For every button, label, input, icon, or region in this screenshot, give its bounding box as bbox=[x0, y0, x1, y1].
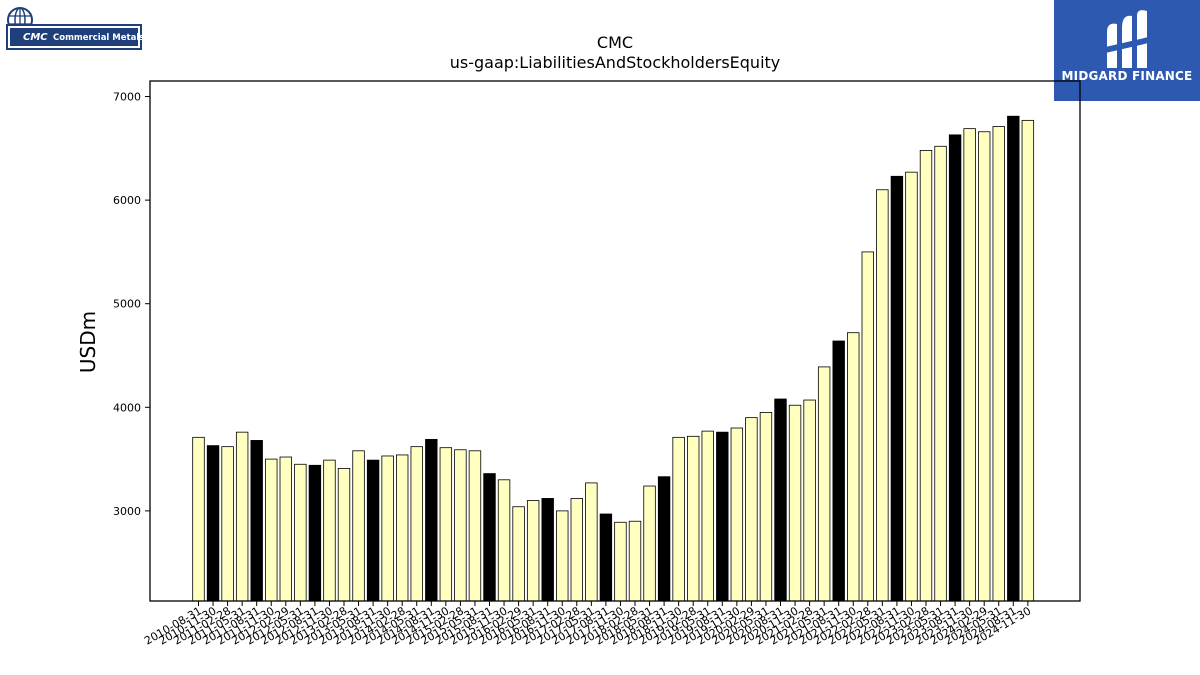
bar-2015-02-28 bbox=[454, 449, 467, 602]
bar-2017-05-31 bbox=[585, 482, 598, 602]
bar-2018-11-30 bbox=[672, 436, 685, 602]
y-tick-label: 4000 bbox=[113, 401, 141, 414]
bar-2015-05-31 bbox=[468, 450, 482, 602]
bars-group bbox=[192, 115, 1035, 602]
bar-2015-08-31 bbox=[483, 473, 496, 602]
bar-2019-05-31 bbox=[701, 430, 714, 602]
bar-2021-05-31 bbox=[817, 366, 831, 602]
bar-2022-05-31 bbox=[876, 189, 889, 602]
bar-2023-05-31 bbox=[934, 145, 947, 602]
bar-2019-11-30 bbox=[730, 427, 744, 602]
bar-2020-05-31 bbox=[759, 412, 773, 602]
bar-2011-08-31 bbox=[250, 440, 263, 602]
bar-2016-05-31 bbox=[526, 500, 540, 602]
globe-icon bbox=[6, 7, 142, 50]
plot-frame bbox=[149, 80, 1081, 602]
y-tick-label: 3000 bbox=[113, 505, 141, 518]
y-tick-label: 7000 bbox=[113, 91, 141, 104]
bar-2024-08-31 bbox=[1007, 115, 1020, 602]
bar-2013-05-31 bbox=[352, 450, 365, 602]
bar-2018-02-28 bbox=[628, 520, 642, 602]
bar-2011-02-28 bbox=[221, 446, 234, 602]
bar-2015-11-30 bbox=[497, 479, 511, 602]
midgard-finance-logo: MIDGARD FINANCE bbox=[1054, 0, 1200, 101]
bar-2023-02-28 bbox=[919, 149, 933, 602]
bar-2012-05-31 bbox=[294, 463, 307, 602]
bar-2011-05-31 bbox=[235, 431, 249, 602]
bar-2017-11-30 bbox=[614, 521, 627, 602]
bar-2012-11-30 bbox=[323, 459, 336, 602]
y-axis-label: USDm bbox=[76, 311, 100, 373]
bar-2016-02-29 bbox=[512, 506, 525, 602]
bar-2017-08-31 bbox=[599, 513, 613, 602]
bar-2012-02-29 bbox=[279, 456, 293, 602]
bar-2013-08-31 bbox=[366, 459, 380, 602]
bar-2019-08-31 bbox=[716, 431, 729, 602]
commercial-metals-name: Commercial Metals bbox=[53, 33, 145, 43]
chart-subtitle: us-gaap:LiabilitiesAndStockholdersEquity bbox=[450, 53, 781, 72]
midgard-mark-icon bbox=[1101, 10, 1153, 68]
bar-2017-02-28 bbox=[570, 498, 584, 602]
bar-2021-08-31 bbox=[832, 340, 845, 602]
bar-2024-11-30 bbox=[1021, 119, 1035, 602]
commercial-metals-abbr: CMC bbox=[23, 32, 48, 43]
bar-2020-08-31 bbox=[774, 398, 787, 602]
bar-2013-11-30 bbox=[381, 455, 394, 602]
bar-2023-11-30 bbox=[963, 128, 976, 602]
chart-title: CMC bbox=[597, 33, 633, 52]
bar-2016-11-30 bbox=[556, 510, 569, 602]
bar-2020-02-29 bbox=[745, 417, 758, 602]
bar-2014-08-31 bbox=[425, 439, 438, 602]
bar-2012-08-31 bbox=[308, 464, 322, 602]
bar-2021-02-28 bbox=[803, 399, 816, 602]
bar-2016-08-31 bbox=[541, 498, 554, 602]
bar-2022-11-30 bbox=[905, 171, 918, 602]
bar-2013-02-28 bbox=[337, 468, 351, 602]
y-ticks-group: 3000 4000 5000 6000 7000 bbox=[113, 91, 150, 518]
y-tick-label: 5000 bbox=[113, 298, 141, 311]
bar-2024-05-31 bbox=[992, 126, 1005, 602]
bar-2014-11-30 bbox=[439, 447, 453, 602]
bar-2014-02-28 bbox=[395, 454, 409, 602]
x-ticks-group: 2010-08-312010-11-302011-02-282011-05-31… bbox=[142, 601, 1033, 648]
bar-2019-02-28 bbox=[687, 435, 700, 602]
bar-2010-11-30 bbox=[206, 445, 220, 602]
commercial-metals-logo: CMC Commercial Metals bbox=[5, 7, 145, 53]
bar-2018-05-31 bbox=[643, 485, 656, 602]
bar-2020-11-30 bbox=[788, 404, 802, 602]
bar-2024-02-29 bbox=[978, 131, 991, 602]
bar-2018-08-31 bbox=[657, 476, 671, 602]
y-tick-label: 6000 bbox=[113, 194, 141, 207]
bar-2011-11-30 bbox=[265, 458, 278, 602]
bar-2014-05-31 bbox=[410, 446, 423, 602]
bar-2021-11-30 bbox=[847, 332, 860, 602]
bar-2022-08-31 bbox=[890, 175, 904, 602]
bar-2010-08-31 bbox=[192, 436, 205, 602]
bar-2022-02-28 bbox=[861, 251, 875, 602]
midgard-finance-name: MIDGARD FINANCE bbox=[1061, 69, 1193, 83]
bar-2023-08-31 bbox=[948, 134, 962, 602]
